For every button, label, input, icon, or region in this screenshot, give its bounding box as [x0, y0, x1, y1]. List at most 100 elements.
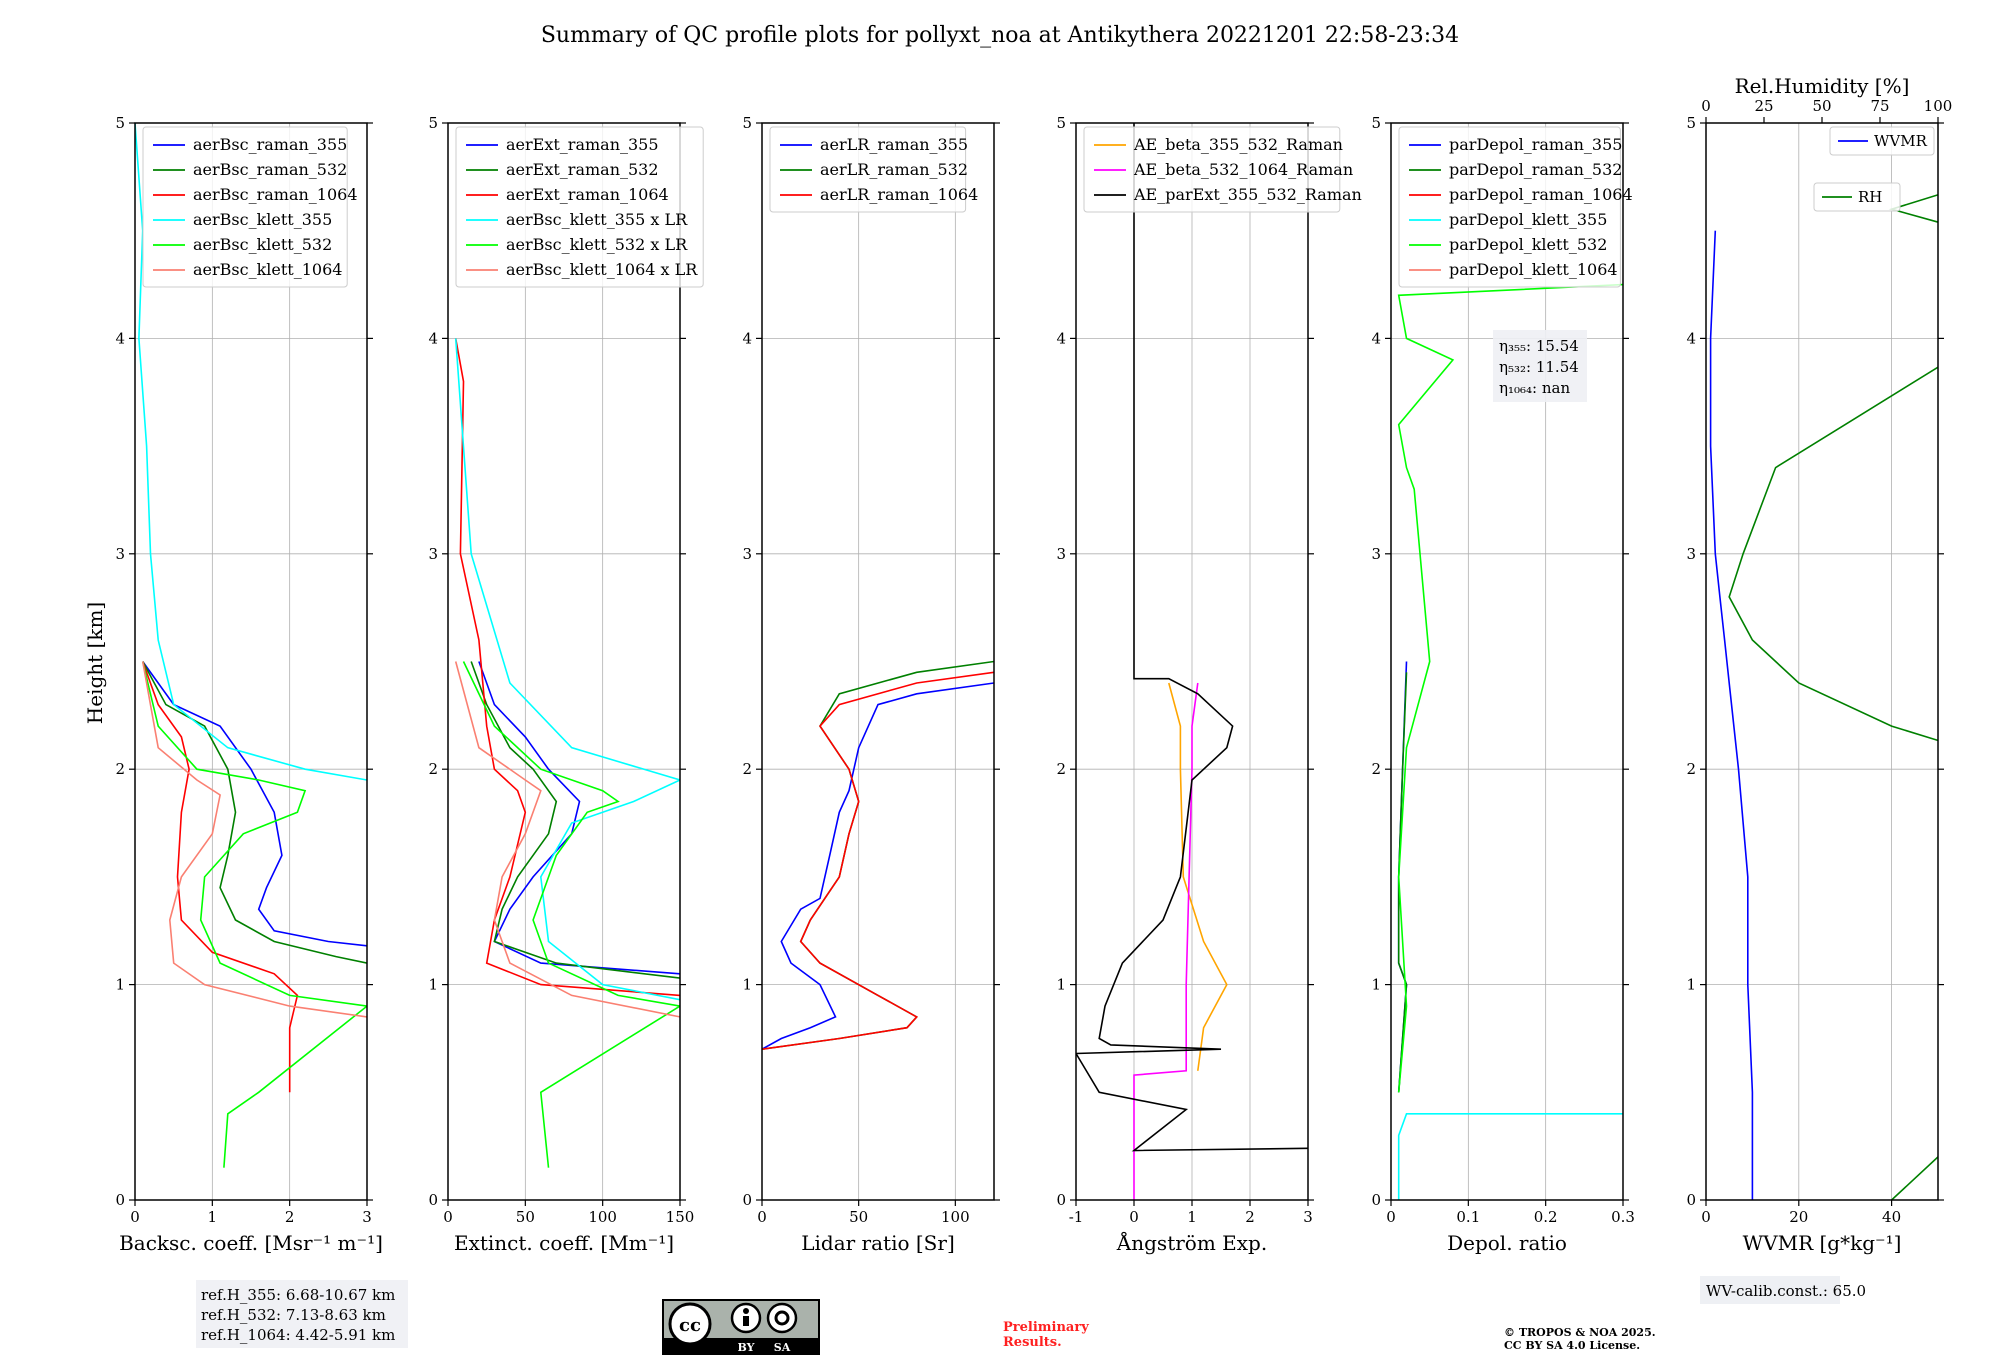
x-axis-label: Ångström Exp.: [1116, 1230, 1267, 1255]
x-tick-label: 0: [130, 1208, 140, 1226]
legend-label: aerBsc_raman_1064: [193, 185, 358, 204]
y-tick-label: 1: [115, 976, 125, 994]
series-line-aerbsc-raman-1064: [141, 661, 299, 1093]
y-tick-label: 0: [1056, 1191, 1066, 1209]
x-axis-label: Lidar ratio [Sr]: [801, 1231, 955, 1255]
x-tick-label: 0.2: [1534, 1208, 1558, 1226]
ref-height-box: ref.H_355: 6.68-10.67 km ref.H_532: 7.13…: [196, 1280, 408, 1348]
x-tick-label: 1: [1187, 1208, 1197, 1226]
eta-label: η₃₅₅: 15.54: [1499, 337, 1579, 355]
sa-share-icon: [766, 1302, 798, 1334]
x-tick-label: 40: [1882, 1208, 1901, 1226]
series-line-aerlr-raman-532: [762, 660, 994, 1050]
panel-5: 0 0.1 0.2 0.3 0 1 2 3 4 5 Depol. ratio parDepol_ram…: [1371, 114, 1634, 1255]
legend-label: aerExt_raman_355: [506, 135, 659, 154]
x-tick-label: 1: [208, 1208, 218, 1226]
legend-label: aerBsc_raman_355: [193, 135, 347, 154]
panel-2: 0 50 100 150 0 1 2 3 4 5 Extinct. coeff. [Mm⁻¹] aer…: [428, 114, 704, 1255]
legend: aerBsc_raman_355 aerBsc_raman_532 aerBsc_r…: [142, 126, 358, 288]
y-tick-label: 5: [115, 114, 125, 132]
legend-label: aerLR_raman_355: [820, 135, 968, 154]
legend-label: aerBsc_raman_532: [193, 160, 347, 179]
eta-annotation: η₃₅₅: 15.54 η₅₃₂: 11.54 η₁₀₆₄: nan: [1493, 330, 1587, 402]
x2-axis-label: Rel.Humidity [%]: [1735, 74, 1910, 98]
eta-label: η₁₀₆₄: nan: [1499, 379, 1570, 397]
x2-tick-label: 50: [1812, 97, 1831, 115]
x-tick-label: 0: [1129, 1208, 1139, 1226]
x-tick-label: 0: [443, 1208, 453, 1226]
y-tick-label: 1: [742, 976, 752, 994]
y-tick-label: 3: [1056, 545, 1066, 563]
ref-height-355: ref.H_355: 6.68-10.67 km: [201, 1286, 395, 1304]
legend-label: parDepol_raman_1064: [1449, 185, 1633, 204]
x-tick-label: 100: [588, 1208, 617, 1226]
legend-label: parDepol_klett_355: [1449, 210, 1607, 229]
x-tick-label: 0: [757, 1208, 767, 1226]
axes-frame: [447, 122, 681, 1201]
figure-title: Summary of QC profile plots for pollyxt_…: [541, 23, 1459, 48]
legend-label: aerLR_raman_532: [820, 160, 968, 179]
series-line-ae-beta-355-532-raman: [1168, 682, 1228, 1071]
x-tick-label: 150: [666, 1208, 695, 1226]
legend-label: AE_parExt_355_532_Raman: [1133, 185, 1362, 204]
x-tick-label: 50: [516, 1208, 535, 1226]
legend-label: parDepol_klett_1064: [1449, 260, 1618, 279]
x-axis-label: WVMR [g*kg⁻¹]: [1743, 1231, 1902, 1255]
y-tick-label: 1: [1686, 976, 1696, 994]
x2-tick-label: 25: [1754, 97, 1773, 115]
panel-1: 0 1 2 3 0 1 2 3 4 5 Backsc. coeff. [Msr⁻¹ m⁻¹] aerB…: [115, 114, 382, 1255]
legend-label: aerExt_raman_532: [506, 160, 659, 179]
x2-tick-label: 0: [1701, 97, 1711, 115]
wv-calib-box: WV-calib.const.: 65.0: [1700, 1276, 1866, 1304]
y-tick-label: 3: [428, 545, 438, 563]
legend: AE_beta_355_532_Raman AE_beta_532_1064_Ra…: [1083, 126, 1362, 213]
series-line-aerbsc-klett-532: [141, 661, 367, 1168]
x-tick-label: 20: [1789, 1208, 1808, 1226]
series-line-pardepol-klett-355: [1397, 1113, 1623, 1200]
series-line-aerbsc-klett-1064: [141, 661, 367, 1018]
series-line-ae-parext-355-532-raman: [1076, 123, 1308, 1152]
legend-label: AE_beta_532_1064_Raman: [1133, 160, 1353, 179]
y-tick-label: 0: [1686, 1191, 1696, 1209]
y-tick-label: 5: [742, 114, 752, 132]
legend-label: parDepol_klett_532: [1449, 235, 1607, 254]
x-tick-label: 0: [1386, 1208, 1396, 1226]
cc-icon-label: cc: [679, 1315, 701, 1336]
legend-label: aerLR_raman_1064: [820, 185, 978, 204]
legend: aerLR_raman_355 aerLR_raman_532 aerLR_rama…: [769, 126, 978, 213]
y-tick-label: 4: [1371, 329, 1381, 347]
y-tick-label: 2: [1686, 760, 1696, 778]
x-axis-label: Backsc. coeff. [Msr⁻¹ m⁻¹]: [119, 1231, 383, 1255]
x-tick-label: -1: [1069, 1208, 1084, 1226]
y-tick-label: 1: [1371, 976, 1381, 994]
series-line-aerlr-raman-1064: [762, 671, 994, 1050]
preliminary-line-2: Results.: [1003, 1335, 1062, 1350]
y-tick-label: 2: [428, 760, 438, 778]
legend-label: aerBsc_klett_532 x LR: [506, 235, 688, 254]
legend-label: parDepol_raman_532: [1449, 160, 1622, 179]
y-tick-label: 5: [1056, 114, 1066, 132]
y-axis-label: Height [km]: [83, 602, 107, 724]
legend-label: aerBsc_klett_1064: [193, 260, 342, 279]
y-tick-label: 5: [1686, 114, 1696, 132]
x-axis-label: Depol. ratio: [1447, 1231, 1567, 1255]
y-tick-label: 1: [428, 976, 438, 994]
y-tick-label: 0: [428, 1191, 438, 1209]
panel-3: 0 50 100 0 1 2 3 4 5 Lidar ratio [Sr] aerLR_raman_…: [742, 114, 1000, 1255]
legend: RH: [1813, 182, 1901, 212]
legend: aerExt_raman_355 aerExt_raman_532 aerExt_r…: [455, 126, 704, 288]
x-tick-label: 3: [362, 1208, 372, 1226]
legend-label: parDepol_raman_355: [1449, 135, 1622, 154]
series-line-aerext-raman-355: [478, 661, 680, 975]
x-tick-label: 0.3: [1611, 1208, 1635, 1226]
legend-label: aerBsc_klett_1064 x LR: [506, 260, 698, 279]
legend-label: AE_beta_355_532_Raman: [1133, 135, 1343, 154]
series-line-rh: [1728, 193, 1938, 1200]
copyright-line-1: © TROPOS & NOA 2025.: [1504, 1326, 1656, 1339]
y-tick-label: 0: [1371, 1191, 1381, 1209]
preliminary-line-1: Preliminary: [1003, 1320, 1089, 1335]
cc-license-badge: cc BY SA: [662, 1299, 820, 1355]
x-tick-label: 2: [1245, 1208, 1255, 1226]
legend-label: aerBsc_klett_355: [193, 210, 332, 229]
